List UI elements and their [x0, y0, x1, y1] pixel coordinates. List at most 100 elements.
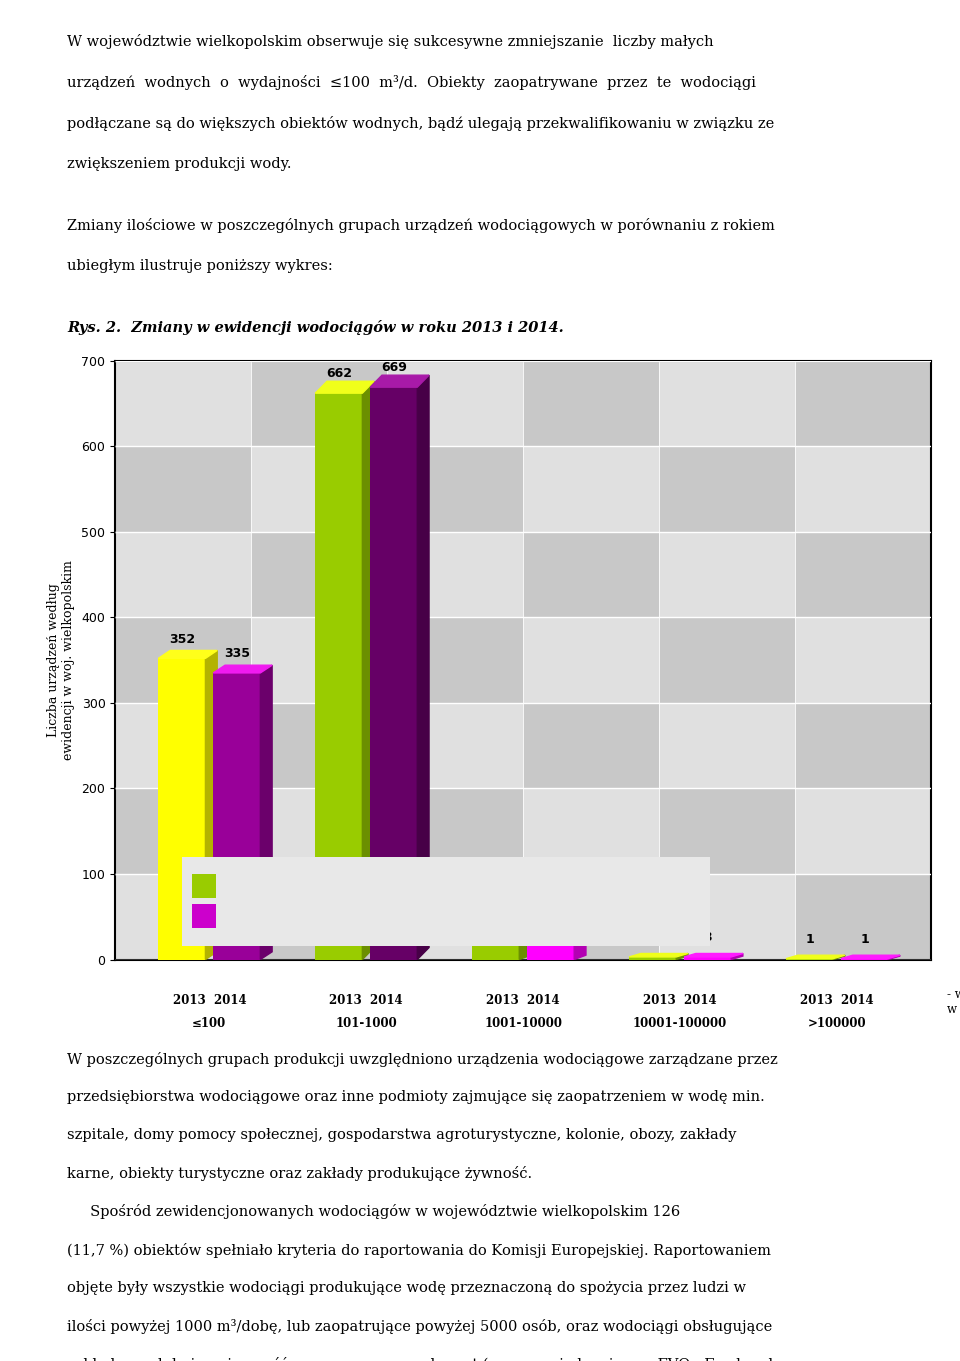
Bar	[387, 446, 523, 532]
Text: ilości powyżej 1000 m³/dobę, lub zaopatrujące powyżej 5000 osób, oraz wodociągi : ilości powyżej 1000 m³/dobę, lub zaopatr…	[67, 1319, 773, 1334]
Text: zwiększeniem produkcji wody.: zwiększeniem produkcji wody.	[67, 157, 292, 170]
Bar	[660, 874, 795, 960]
Text: 352: 352	[169, 633, 195, 645]
Polygon shape	[676, 954, 688, 960]
Y-axis label: Liczba urządzeń według
ewidencji w woj. wielkopolskim: Liczba urządzeń według ewidencji w woj. …	[46, 561, 75, 759]
Polygon shape	[888, 955, 900, 960]
Text: zakłady produkujące żywność przeznaczoną na eksport (wymagania komisarzy FVO - F: zakłady produkujące żywność przeznaczoną…	[67, 1357, 774, 1361]
Bar	[387, 532, 523, 618]
Text: 1: 1	[860, 932, 869, 946]
Text: Zmiany ilościowe w poszczególnych grupach urządzeń wodociągowych w porównaniu z : Zmiany ilościowe w poszczególnych grupac…	[67, 218, 775, 233]
Bar	[296, 960, 437, 970]
Text: przedsiębiorstwa wodociągowe oraz inne podmioty zajmujące się zaopatrzeniem w wo: przedsiębiorstwa wodociągowe oraz inne p…	[67, 1090, 765, 1104]
Polygon shape	[315, 947, 374, 960]
Bar	[252, 702, 387, 788]
Bar	[795, 874, 931, 960]
Bar	[523, 361, 660, 446]
Bar	[660, 702, 795, 788]
Text: 101-1000: 101-1000	[335, 1017, 397, 1030]
Text: (11,7 %) obiektów spełniało kryteria do raportowania do Komisji Europejskiej. Ra: (11,7 %) obiektów spełniało kryteria do …	[67, 1243, 771, 1258]
Bar	[452, 960, 594, 970]
Bar	[523, 446, 660, 532]
Text: 1001-10000: 1001-10000	[484, 1017, 563, 1030]
Text: szpitale, domy pomocy społecznej, gospodarstwa agroturystyczne, kolonie, obozy, : szpitale, domy pomocy społecznej, gospod…	[67, 1128, 736, 1142]
Bar	[252, 788, 387, 874]
Text: 2013  2014: 2013 2014	[487, 994, 560, 1007]
Polygon shape	[684, 954, 743, 957]
Bar	[252, 361, 387, 446]
Polygon shape	[629, 955, 688, 960]
Text: 2013  2014: 2013 2014	[643, 994, 717, 1007]
Bar	[252, 532, 387, 618]
Bar	[387, 618, 523, 702]
Bar	[115, 874, 252, 960]
Polygon shape	[418, 376, 429, 960]
Polygon shape	[527, 955, 586, 960]
Polygon shape	[472, 955, 531, 960]
Text: Liczba urządzeń według ewidencji za rok 2013: Liczba urządzeń według ewidencji za rok …	[226, 879, 523, 893]
Bar	[115, 532, 252, 618]
Text: objęte były wszystkie wodociągi produkujące wodę przeznaczoną do spożycia przez : objęte były wszystkie wodociągi produkuj…	[67, 1281, 746, 1294]
Text: Liczba urządzeń według ewidencji za rok 2014: Liczba urządzeń według ewidencji za rok …	[226, 909, 523, 923]
Bar	[523, 788, 660, 874]
Text: Rys. 2.  Zmiany w ewidencji wodociągów w roku 2013 i 2014.: Rys. 2. Zmiany w ewidencji wodociągów w …	[67, 320, 564, 335]
Bar	[660, 788, 795, 874]
Polygon shape	[260, 666, 272, 960]
Bar	[795, 618, 931, 702]
Bar	[523, 532, 660, 618]
Bar	[387, 702, 523, 788]
Polygon shape	[527, 893, 586, 897]
Text: 74: 74	[487, 871, 505, 883]
Polygon shape	[205, 651, 217, 960]
Polygon shape	[213, 951, 272, 960]
Polygon shape	[574, 893, 586, 960]
Polygon shape	[158, 951, 217, 960]
Text: ubiegłym ilustruje poniższy wykres:: ubiegłym ilustruje poniższy wykres:	[67, 259, 333, 272]
Text: podłączane są do większych obiektów wodnych, bądź ulegają przekwalifikowaniu w z: podłączane są do większych obiektów wodn…	[67, 116, 775, 131]
Text: >100000: >100000	[807, 1017, 866, 1030]
Bar	[472, 896, 519, 960]
Bar	[766, 960, 907, 970]
Bar	[660, 618, 795, 702]
Polygon shape	[519, 891, 531, 960]
Polygon shape	[684, 955, 743, 960]
Bar	[795, 361, 931, 446]
Text: W poszczególnych grupach produkcji uwzględniono urządzenia wodociągowe zarządzan: W poszczególnych grupach produkcji uwzgl…	[67, 1052, 778, 1067]
Bar	[523, 702, 660, 788]
Bar	[660, 361, 795, 446]
Bar	[139, 960, 280, 970]
Bar	[252, 874, 387, 960]
Text: 2013  2014: 2013 2014	[801, 994, 874, 1007]
Bar	[523, 874, 660, 960]
Text: 669: 669	[381, 362, 407, 374]
Bar	[387, 874, 523, 960]
Bar	[213, 672, 260, 960]
Bar	[387, 361, 523, 446]
Bar	[371, 387, 418, 960]
Bar	[684, 957, 732, 960]
Text: 3: 3	[648, 931, 657, 945]
Bar	[523, 618, 660, 702]
Bar	[387, 788, 523, 874]
Bar	[795, 788, 931, 874]
Text: Spośród zewidencjonowanych wodociągów w województwie wielkopolskim 126: Spośród zewidencjonowanych wodociągów w …	[67, 1204, 681, 1219]
Text: 10001-100000: 10001-100000	[633, 1017, 728, 1030]
Bar	[527, 897, 574, 960]
Polygon shape	[732, 954, 743, 960]
Text: 662: 662	[325, 367, 351, 380]
Polygon shape	[371, 376, 429, 387]
Text: W województwie wielkopolskim obserwuje się sukcesywne zmniejszanie  liczby małyc: W województwie wielkopolskim obserwuje s…	[67, 34, 714, 49]
Text: 1: 1	[805, 932, 814, 946]
Bar	[610, 960, 751, 970]
Bar	[629, 957, 676, 960]
Polygon shape	[629, 954, 688, 957]
Polygon shape	[786, 955, 845, 958]
Polygon shape	[841, 955, 900, 960]
Polygon shape	[362, 381, 374, 960]
Bar	[115, 446, 252, 532]
Text: urządzeń  wodnych  o  wydajności  ≤100  m³/d.  Obiekty  zaopatrywane  przez  te : urządzeń wodnych o wydajności ≤100 m³/d.…	[67, 75, 756, 90]
Text: 3: 3	[704, 931, 712, 945]
Text: karne, obiekty turystyczne oraz zakłady produkujące żywność.: karne, obiekty turystyczne oraz zakłady …	[67, 1166, 533, 1181]
Text: 335: 335	[224, 646, 250, 660]
Bar	[660, 446, 795, 532]
